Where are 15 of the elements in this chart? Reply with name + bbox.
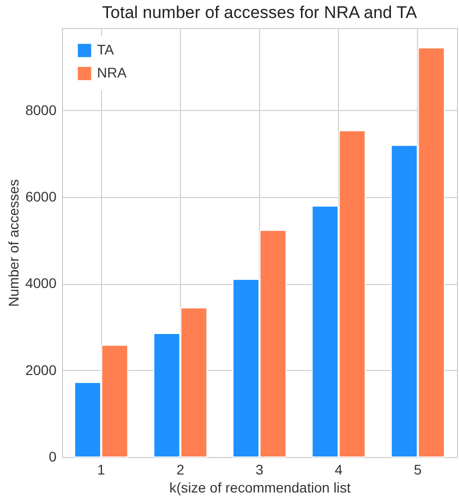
x-tick-label: 5: [414, 462, 422, 478]
y-tick-label: 6000: [25, 188, 57, 204]
x-tick-label: 3: [256, 462, 264, 478]
x-tick-label: 2: [176, 462, 184, 478]
y-tick-label: 0: [48, 448, 57, 464]
x-axis-title: k(size of recommendation list: [169, 480, 351, 496]
chart-title: Total number of accesses for NRA and TA: [102, 3, 418, 22]
x-tick-label: 1: [97, 462, 106, 478]
y-axis-title: Number of accesses: [5, 179, 22, 307]
y-tick-label: 4000: [25, 275, 57, 292]
x-tick-label: 4: [334, 462, 343, 478]
legend-label: TA: [97, 42, 115, 58]
y-tick-label: 2000: [25, 362, 57, 378]
legend-label: NRA: [97, 64, 128, 80]
y-tick-label: 8000: [25, 102, 57, 118]
